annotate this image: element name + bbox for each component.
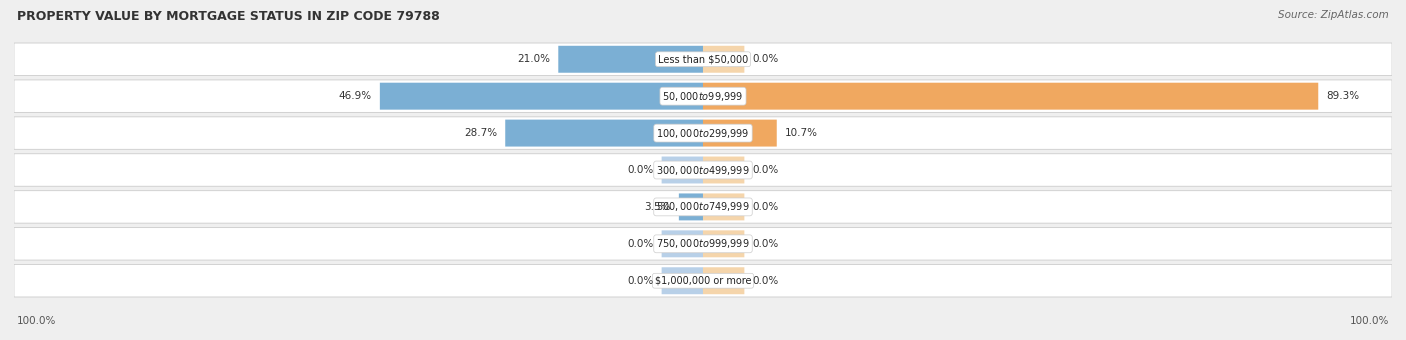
Text: $100,000 to $299,999: $100,000 to $299,999 bbox=[657, 126, 749, 140]
Text: $1,000,000 or more: $1,000,000 or more bbox=[655, 276, 751, 286]
FancyBboxPatch shape bbox=[14, 227, 1392, 260]
FancyBboxPatch shape bbox=[703, 83, 1319, 109]
Text: 0.0%: 0.0% bbox=[752, 239, 779, 249]
Text: $500,000 to $749,999: $500,000 to $749,999 bbox=[657, 200, 749, 214]
Text: 89.3%: 89.3% bbox=[1326, 91, 1360, 101]
Text: $50,000 to $99,999: $50,000 to $99,999 bbox=[662, 90, 744, 103]
FancyBboxPatch shape bbox=[14, 117, 1392, 149]
FancyBboxPatch shape bbox=[14, 43, 1392, 75]
Text: 3.5%: 3.5% bbox=[644, 202, 671, 212]
FancyBboxPatch shape bbox=[679, 193, 703, 220]
Text: 46.9%: 46.9% bbox=[339, 91, 371, 101]
FancyBboxPatch shape bbox=[505, 120, 703, 147]
Text: PROPERTY VALUE BY MORTGAGE STATUS IN ZIP CODE 79788: PROPERTY VALUE BY MORTGAGE STATUS IN ZIP… bbox=[17, 10, 440, 23]
Text: 0.0%: 0.0% bbox=[627, 239, 654, 249]
FancyBboxPatch shape bbox=[380, 83, 703, 109]
Text: Less than $50,000: Less than $50,000 bbox=[658, 54, 748, 64]
Text: 0.0%: 0.0% bbox=[752, 276, 779, 286]
Text: 0.0%: 0.0% bbox=[752, 54, 779, 64]
FancyBboxPatch shape bbox=[14, 80, 1392, 113]
Text: $300,000 to $499,999: $300,000 to $499,999 bbox=[657, 164, 749, 176]
Text: 100.0%: 100.0% bbox=[1350, 316, 1389, 326]
FancyBboxPatch shape bbox=[703, 46, 744, 73]
FancyBboxPatch shape bbox=[703, 231, 744, 257]
Text: 0.0%: 0.0% bbox=[627, 276, 654, 286]
FancyBboxPatch shape bbox=[703, 120, 776, 147]
FancyBboxPatch shape bbox=[14, 265, 1392, 297]
FancyBboxPatch shape bbox=[662, 231, 703, 257]
FancyBboxPatch shape bbox=[703, 156, 744, 184]
Text: 0.0%: 0.0% bbox=[627, 165, 654, 175]
FancyBboxPatch shape bbox=[558, 46, 703, 73]
FancyBboxPatch shape bbox=[703, 193, 744, 220]
FancyBboxPatch shape bbox=[14, 154, 1392, 186]
Text: 10.7%: 10.7% bbox=[785, 128, 818, 138]
Text: 100.0%: 100.0% bbox=[17, 316, 56, 326]
Text: $750,000 to $999,999: $750,000 to $999,999 bbox=[657, 237, 749, 250]
FancyBboxPatch shape bbox=[662, 156, 703, 184]
FancyBboxPatch shape bbox=[662, 267, 703, 294]
Text: 0.0%: 0.0% bbox=[752, 165, 779, 175]
Text: 28.7%: 28.7% bbox=[464, 128, 496, 138]
Text: 0.0%: 0.0% bbox=[752, 202, 779, 212]
Text: 21.0%: 21.0% bbox=[517, 54, 550, 64]
FancyBboxPatch shape bbox=[703, 267, 744, 294]
Text: Source: ZipAtlas.com: Source: ZipAtlas.com bbox=[1278, 10, 1389, 20]
FancyBboxPatch shape bbox=[14, 191, 1392, 223]
